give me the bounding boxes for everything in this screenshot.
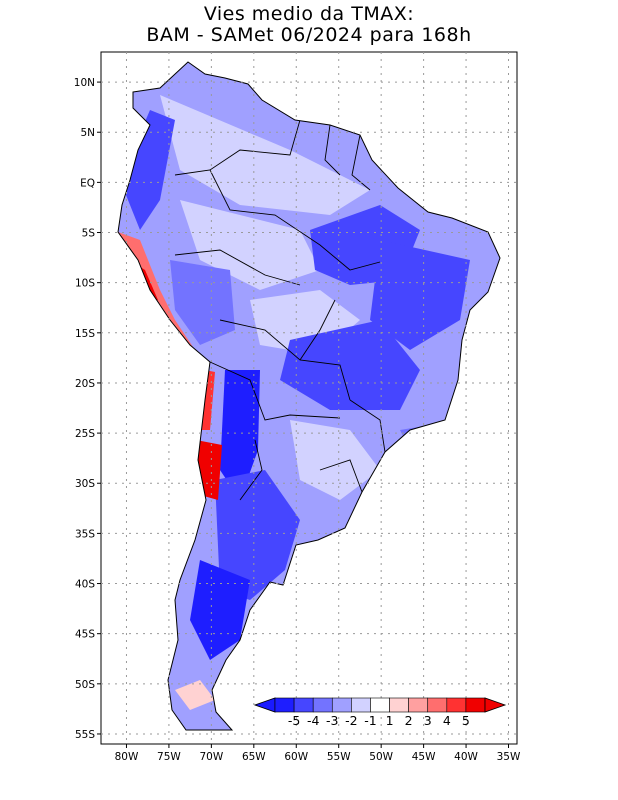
lat-label: 45S: [75, 629, 95, 641]
lat-label: 15S: [75, 328, 95, 340]
colorbar-label: -2: [345, 713, 357, 728]
colorbar-swatch: [351, 697, 371, 713]
colorbar-swatch: [370, 697, 390, 713]
colorbar-label: -5: [288, 713, 300, 728]
colorbar-swatch: [408, 697, 429, 713]
lat-label: 25S: [75, 428, 95, 440]
latitude-labels: 10N 5N EQ 5S 10S 15S 20S 25S 30S 35S 40S 45S 50S 55S: [74, 77, 101, 741]
colorbar-swatch: [293, 697, 314, 713]
lat-label: 5S: [82, 228, 96, 240]
lat-label: 40S: [75, 579, 95, 591]
lon-label: 70W: [199, 751, 223, 763]
colorbar-swatch: [312, 697, 333, 713]
colorbar-label: 3: [424, 713, 432, 728]
colorbar-label: 5: [462, 713, 470, 728]
colorbar-label: -3: [326, 713, 338, 728]
colorbar-swatch: [446, 697, 467, 713]
colorbar-overflow-arrow: [484, 697, 507, 713]
lon-label: 55W: [327, 751, 351, 763]
lon-label: 75W: [157, 751, 181, 763]
lon-label: 50W: [369, 751, 393, 763]
colorbar-swatch: [389, 697, 409, 713]
colorbar-label: 2: [405, 713, 413, 728]
lat-label: 10S: [75, 278, 95, 290]
lat-label: 55S: [75, 729, 95, 741]
lat-label: 10N: [74, 77, 95, 89]
colorbar: -5 -4 -3 -2 -1 1 2 3 4 5: [253, 697, 507, 728]
colorbar-swatch: [331, 697, 352, 713]
lat-label: 50S: [75, 679, 95, 691]
colorbar-swatch: [427, 697, 448, 713]
colorbar-swatch: [465, 697, 486, 713]
map-title-line1: Vies medio da TMAX:: [203, 3, 415, 25]
lat-label: 30S: [75, 478, 95, 490]
colorbar-swatch: [274, 697, 295, 713]
lat-label: 35S: [75, 528, 95, 540]
colorbar-label: 1: [386, 713, 394, 728]
lon-label: 65W: [242, 751, 266, 763]
map-title-line2: BAM - SAMet 06/2024 para 168h: [146, 24, 472, 46]
longitude-labels: 80W 75W 70W 65W 60W 55W 50W 45W 40W 35W: [115, 744, 521, 763]
colorbar-label: -1: [364, 713, 376, 728]
colorbar-label: 4: [443, 713, 451, 728]
lon-label: 60W: [284, 751, 308, 763]
colorbar-label: -4: [307, 713, 320, 728]
lat-label: 5N: [80, 127, 95, 139]
country-borders: [174, 119, 386, 501]
lat-label: EQ: [80, 177, 95, 189]
lon-label: 35W: [497, 751, 521, 763]
lon-label: 40W: [454, 751, 478, 763]
lon-label: 45W: [412, 751, 436, 763]
lat-label: 20S: [75, 378, 95, 390]
lon-label: 80W: [115, 751, 139, 763]
